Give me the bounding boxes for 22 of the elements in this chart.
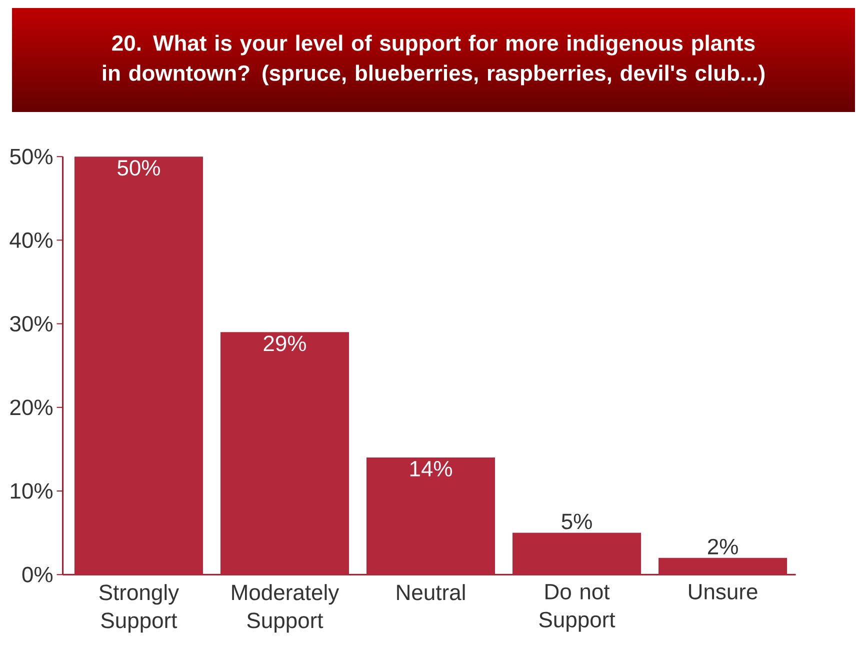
bar (366, 458, 496, 575)
x-tick-label: Unsure (689, 584, 758, 600)
x-tick-label: Moderately Support (232, 584, 340, 633)
data-label: 14% (410, 461, 452, 476)
bar (512, 532, 642, 575)
y-tick-label: 50% (10, 148, 52, 164)
y-tick-label: 20% (10, 400, 52, 416)
x-tick-label: Do not Support (539, 584, 616, 632)
bar (74, 156, 203, 575)
y-tick-label: 30% (10, 316, 52, 332)
y-tick-label: 40% (10, 232, 52, 248)
data-label: 29% (264, 336, 306, 352)
bar (220, 332, 349, 575)
x-tick-label: Strongly Support (99, 584, 180, 633)
data-label: 50% (118, 160, 160, 176)
y-tick-label: 10% (10, 483, 52, 499)
x-tick-label: Neutral (397, 584, 465, 600)
bar (658, 558, 788, 575)
chart-title: 20. What is your level of support for more indigenous plants in downtown? (spruce, blueberries, raspberries, devil's club...) (102, 34, 765, 86)
y-tick-label: 0% (22, 566, 52, 582)
data-label: 5% (562, 514, 592, 530)
data-label: 2% (708, 538, 738, 554)
